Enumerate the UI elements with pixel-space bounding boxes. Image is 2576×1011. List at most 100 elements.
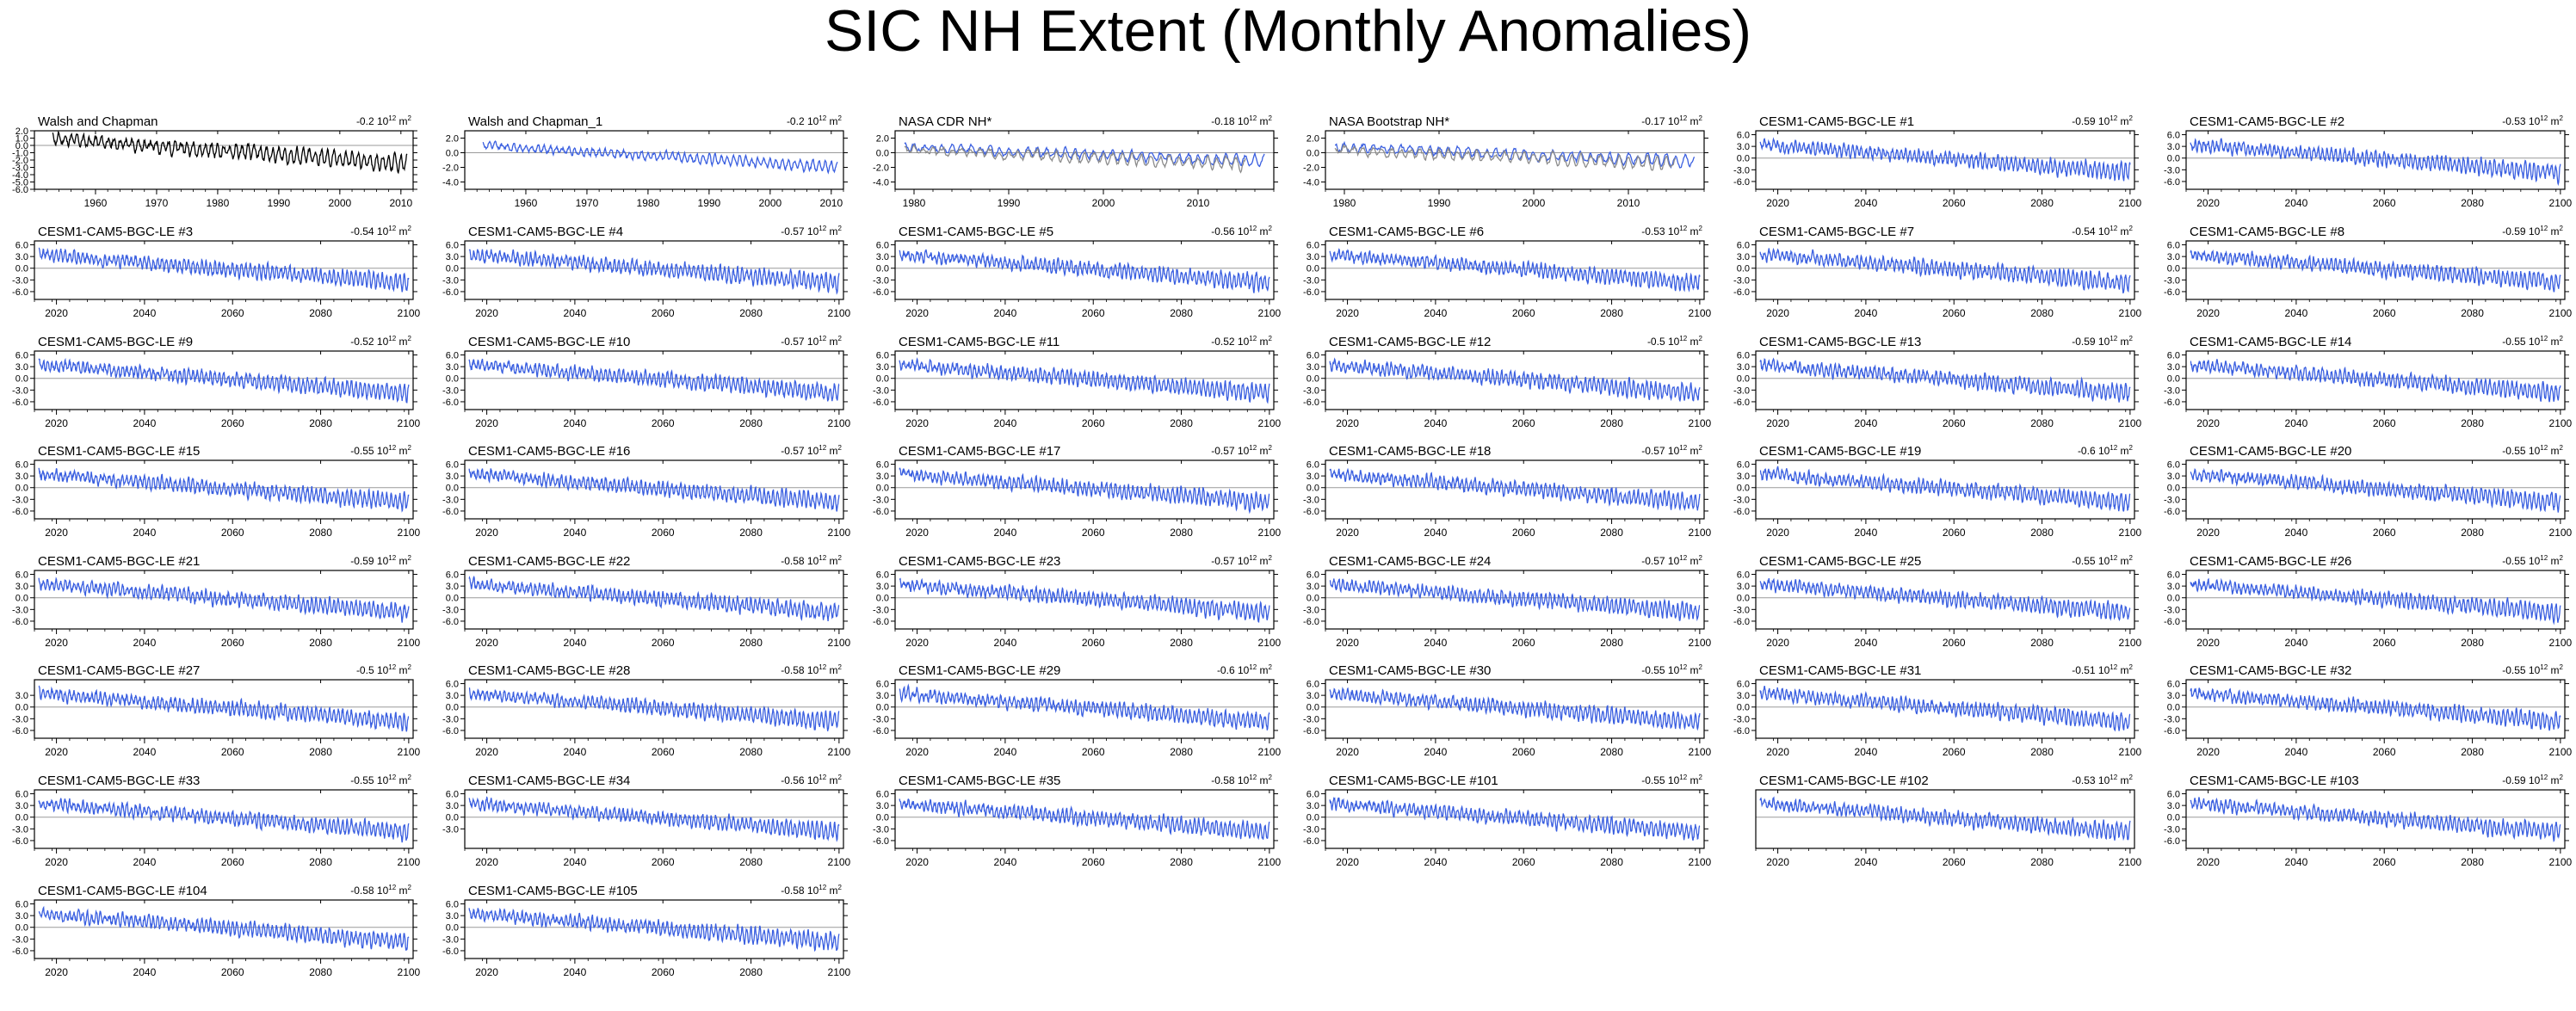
y-tick-label: 6.0 [2167,680,2180,690]
series-line-cesm1-cam5-bgc-le-12 [1329,357,1701,403]
y-tick-label: 3.0 [1307,252,1319,262]
x-tick-label: 2040 [2285,417,2308,429]
panel-title: CESM1-CAM5-BGC-LE #101 [1329,774,1498,788]
panel-title: CESM1-CAM5-BGC-LE #19 [1759,444,1921,459]
y-tick-label: 3.0 [2167,582,2180,592]
panel-title: CESM1-CAM5-BGC-LE #22 [468,554,630,569]
x-tick-label: 2100 [2119,746,2142,758]
y-tick-label: 6.0 [2167,460,2180,471]
series-line-cesm1-cam5-bgc-le-23 [899,577,1270,623]
x-tick-label: 2060 [221,966,244,978]
x-tick-label: 2040 [1855,417,1878,429]
panel-title: CESM1-CAM5-BGC-LE #14 [2190,335,2351,349]
chart-panel-walsh-and-chapman: Walsh and Chapman -0.2 1012 m2 1960 1970 198… [12,114,417,209]
x-tick-label: 2040 [1855,307,1878,319]
y-tick-label: 0.0 [446,374,459,385]
x-tick-label: 2040 [994,307,1017,319]
plot-frame [1325,679,1705,739]
x-tick-label: 2040 [133,417,157,429]
chart-panel-cesm1-cam5-bgc-le-21: CESM1-CAM5-BGC-LE #21 -0.59 1012 m2 2020 20… [12,554,421,649]
x-tick-label: 2040 [2285,856,2308,868]
x-tick-label: 2060 [221,417,244,429]
panel-title: CESM1-CAM5-BGC-LE #105 [468,884,638,898]
x-tick-label: 2040 [1424,307,1448,319]
x-tick-label: 2040 [1855,856,1878,868]
y-tick-label: -6.0 [12,287,28,298]
x-tick-label: 2080 [739,417,763,429]
y-tick-label: -6.0 [12,836,28,847]
y-tick-label: 6.0 [1737,131,1750,141]
x-tick-label: 2100 [2549,197,2573,209]
y-tick-label: 6.0 [15,900,28,910]
y-tick-label: -6.0 [1733,287,1750,298]
chart-panel-cesm1-cam5-bgc-le-15: CESM1-CAM5-BGC-LE #15 -0.55 1012 m2 2020 20… [12,444,421,539]
y-tick-label: 6.0 [15,241,28,251]
series-line-cesm1-cam5-bgc-le-13 [1759,357,2131,403]
x-tick-label: 2080 [2461,417,2484,429]
x-tick-label: 2100 [2549,637,2573,649]
trend-label: -0.55 1012 m2 [350,444,411,457]
y-tick-label: 3.0 [1737,142,1750,152]
x-tick-label: 2080 [309,307,332,319]
plot-frame [2185,570,2566,630]
x-tick-label: 2100 [1258,746,1282,758]
y-tick-label: 6.0 [2167,131,2180,141]
trend-label: -0.54 1012 m2 [2072,225,2133,237]
y-tick-label: -3.0 [1303,385,1319,396]
panel-title: CESM1-CAM5-BGC-LE #3 [38,225,193,239]
y-tick-label: -4.0 [442,178,459,188]
y-tick-label: 0.0 [2167,703,2180,713]
x-tick-label: 2020 [1766,197,1789,209]
x-tick-label: 2080 [309,966,332,978]
panel-title: CESM1-CAM5-BGC-LE #31 [1759,663,1921,678]
y-tick-label: -3.0 [2164,714,2180,724]
x-tick-label: 2080 [309,637,332,649]
plot-frame [34,570,414,630]
x-tick-label: 2080 [309,417,332,429]
y-tick-label: -3.0 [1733,165,1750,176]
panel-title: CESM1-CAM5-BGC-LE #103 [2190,774,2359,788]
x-tick-label: 2080 [2030,307,2054,319]
x-tick-label: 1970 [576,197,599,209]
series-line-cesm1-cam5-bgc-le-22 [468,575,840,621]
trend-label: -0.6 1012 m2 [1217,663,1273,676]
x-tick-label: 2060 [1082,856,1105,868]
y-tick-label: -6.0 [1303,507,1319,517]
x-tick-label: 2100 [828,966,851,978]
x-tick-label: 2100 [2119,637,2142,649]
y-tick-label: -2.0 [873,163,889,174]
x-tick-label: 2020 [2196,417,2220,429]
y-tick-label: -6.0 [1733,507,1750,517]
x-tick-label: 2100 [2549,417,2573,429]
x-tick-label: 2040 [1424,637,1448,649]
series-line-cesm1-cam5-bgc-le-29 [899,683,1270,731]
x-tick-label: 2020 [45,417,68,429]
x-tick-label: 1960 [515,197,538,209]
x-tick-label: 2080 [2461,197,2484,209]
page-title: SIC NH Extent (Monthly Anomalies) [824,0,1752,64]
x-tick-label: 2020 [2196,637,2220,649]
x-tick-label: 2010 [389,197,412,209]
y-tick-label: 3.0 [876,472,889,482]
plot-frame [34,240,414,300]
y-tick-label: 3.0 [1307,691,1319,701]
x-tick-label: 2020 [905,417,929,429]
y-tick-label: -2.0 [1303,163,1319,174]
y-tick-label: 3.0 [15,801,28,811]
panel-title: CESM1-CAM5-BGC-LE #8 [2190,225,2344,239]
trend-label: -0.57 1012 m2 [781,444,842,457]
x-tick-label: 2080 [739,966,763,978]
panel-title: CESM1-CAM5-BGC-LE #32 [2190,663,2351,678]
x-tick-label: 2080 [2030,856,2054,868]
y-tick-label: -6.0 [1733,177,1750,188]
y-tick-label: -3.0 [873,824,889,835]
x-tick-label: 2100 [828,307,851,319]
chart-panel-cesm1-cam5-bgc-le-105: CESM1-CAM5-BGC-LE #105 -0.58 1012 m2 2020 2… [442,884,851,978]
y-tick-label: 6.0 [1737,241,1750,251]
trend-label: -0.53 1012 m2 [1641,225,1702,237]
chart-panel-cesm1-cam5-bgc-le-32: CESM1-CAM5-BGC-LE #32 -0.55 1012 m2 2020 20… [2164,663,2573,758]
y-tick-label: 6.0 [446,790,459,800]
x-tick-label: 2060 [221,856,244,868]
chart-panel-cesm1-cam5-bgc-le-5: CESM1-CAM5-BGC-LE #5 -0.56 1012 m2 2020 204… [873,225,1282,319]
y-tick-label: 6.0 [446,680,459,690]
